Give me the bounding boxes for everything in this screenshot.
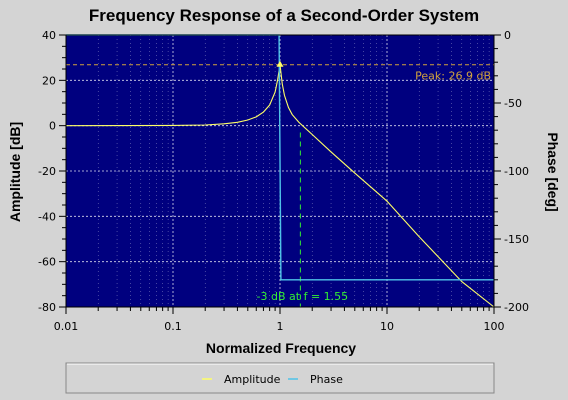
cutoff-annotation: -3 dB at f = 1.55 [257, 290, 349, 303]
x-tick-label: 10 [380, 320, 394, 333]
x-tick-label: 100 [484, 320, 505, 333]
y-tick-label: -60 [38, 256, 56, 269]
y-axis-label: Amplitude [dB] [7, 122, 23, 222]
x-tick-label: 0.01 [54, 320, 79, 333]
x-tick-label: 1 [277, 320, 284, 333]
x-tick-label: 0.1 [164, 320, 182, 333]
amplitude-series-line [65, 64, 495, 308]
y2-tick-label: -50 [504, 97, 522, 110]
annotations: Peak: 26.9 dB -3 dB at f = 1.55 [257, 70, 491, 303]
legend-box [65, 362, 495, 394]
y-tick-label: -40 [38, 210, 56, 223]
peak-marker [276, 60, 284, 67]
legend-amplitude-label: Amplitude [224, 373, 281, 386]
y2-tick-label: -100 [504, 165, 529, 178]
y-tick-label: 40 [42, 29, 56, 42]
y2-tick-label: 0 [504, 29, 511, 42]
y-tick-label: 0 [49, 120, 56, 133]
y-tick-label: -80 [38, 301, 56, 314]
y-tick-label: 20 [42, 74, 56, 87]
y2-tick-label: -150 [504, 233, 529, 246]
legend-phase-label: Phase [310, 373, 343, 386]
legend: Amplitude Phase [65, 362, 495, 394]
peak-annotation: Peak: 26.9 dB [415, 70, 491, 83]
y2-axis-label: Phase [deg] [545, 132, 561, 211]
chart-title: Frequency Response of a Second-Order Sys… [89, 6, 479, 25]
axis-ticks: 0.01 0.1 1 10 100-80-60-40-2002040-200-150-1… [38, 29, 529, 333]
x-axis-label: Normalized Frequency [206, 340, 356, 356]
y2-tick-label: -200 [504, 301, 529, 314]
y-tick-label: -20 [38, 165, 56, 178]
